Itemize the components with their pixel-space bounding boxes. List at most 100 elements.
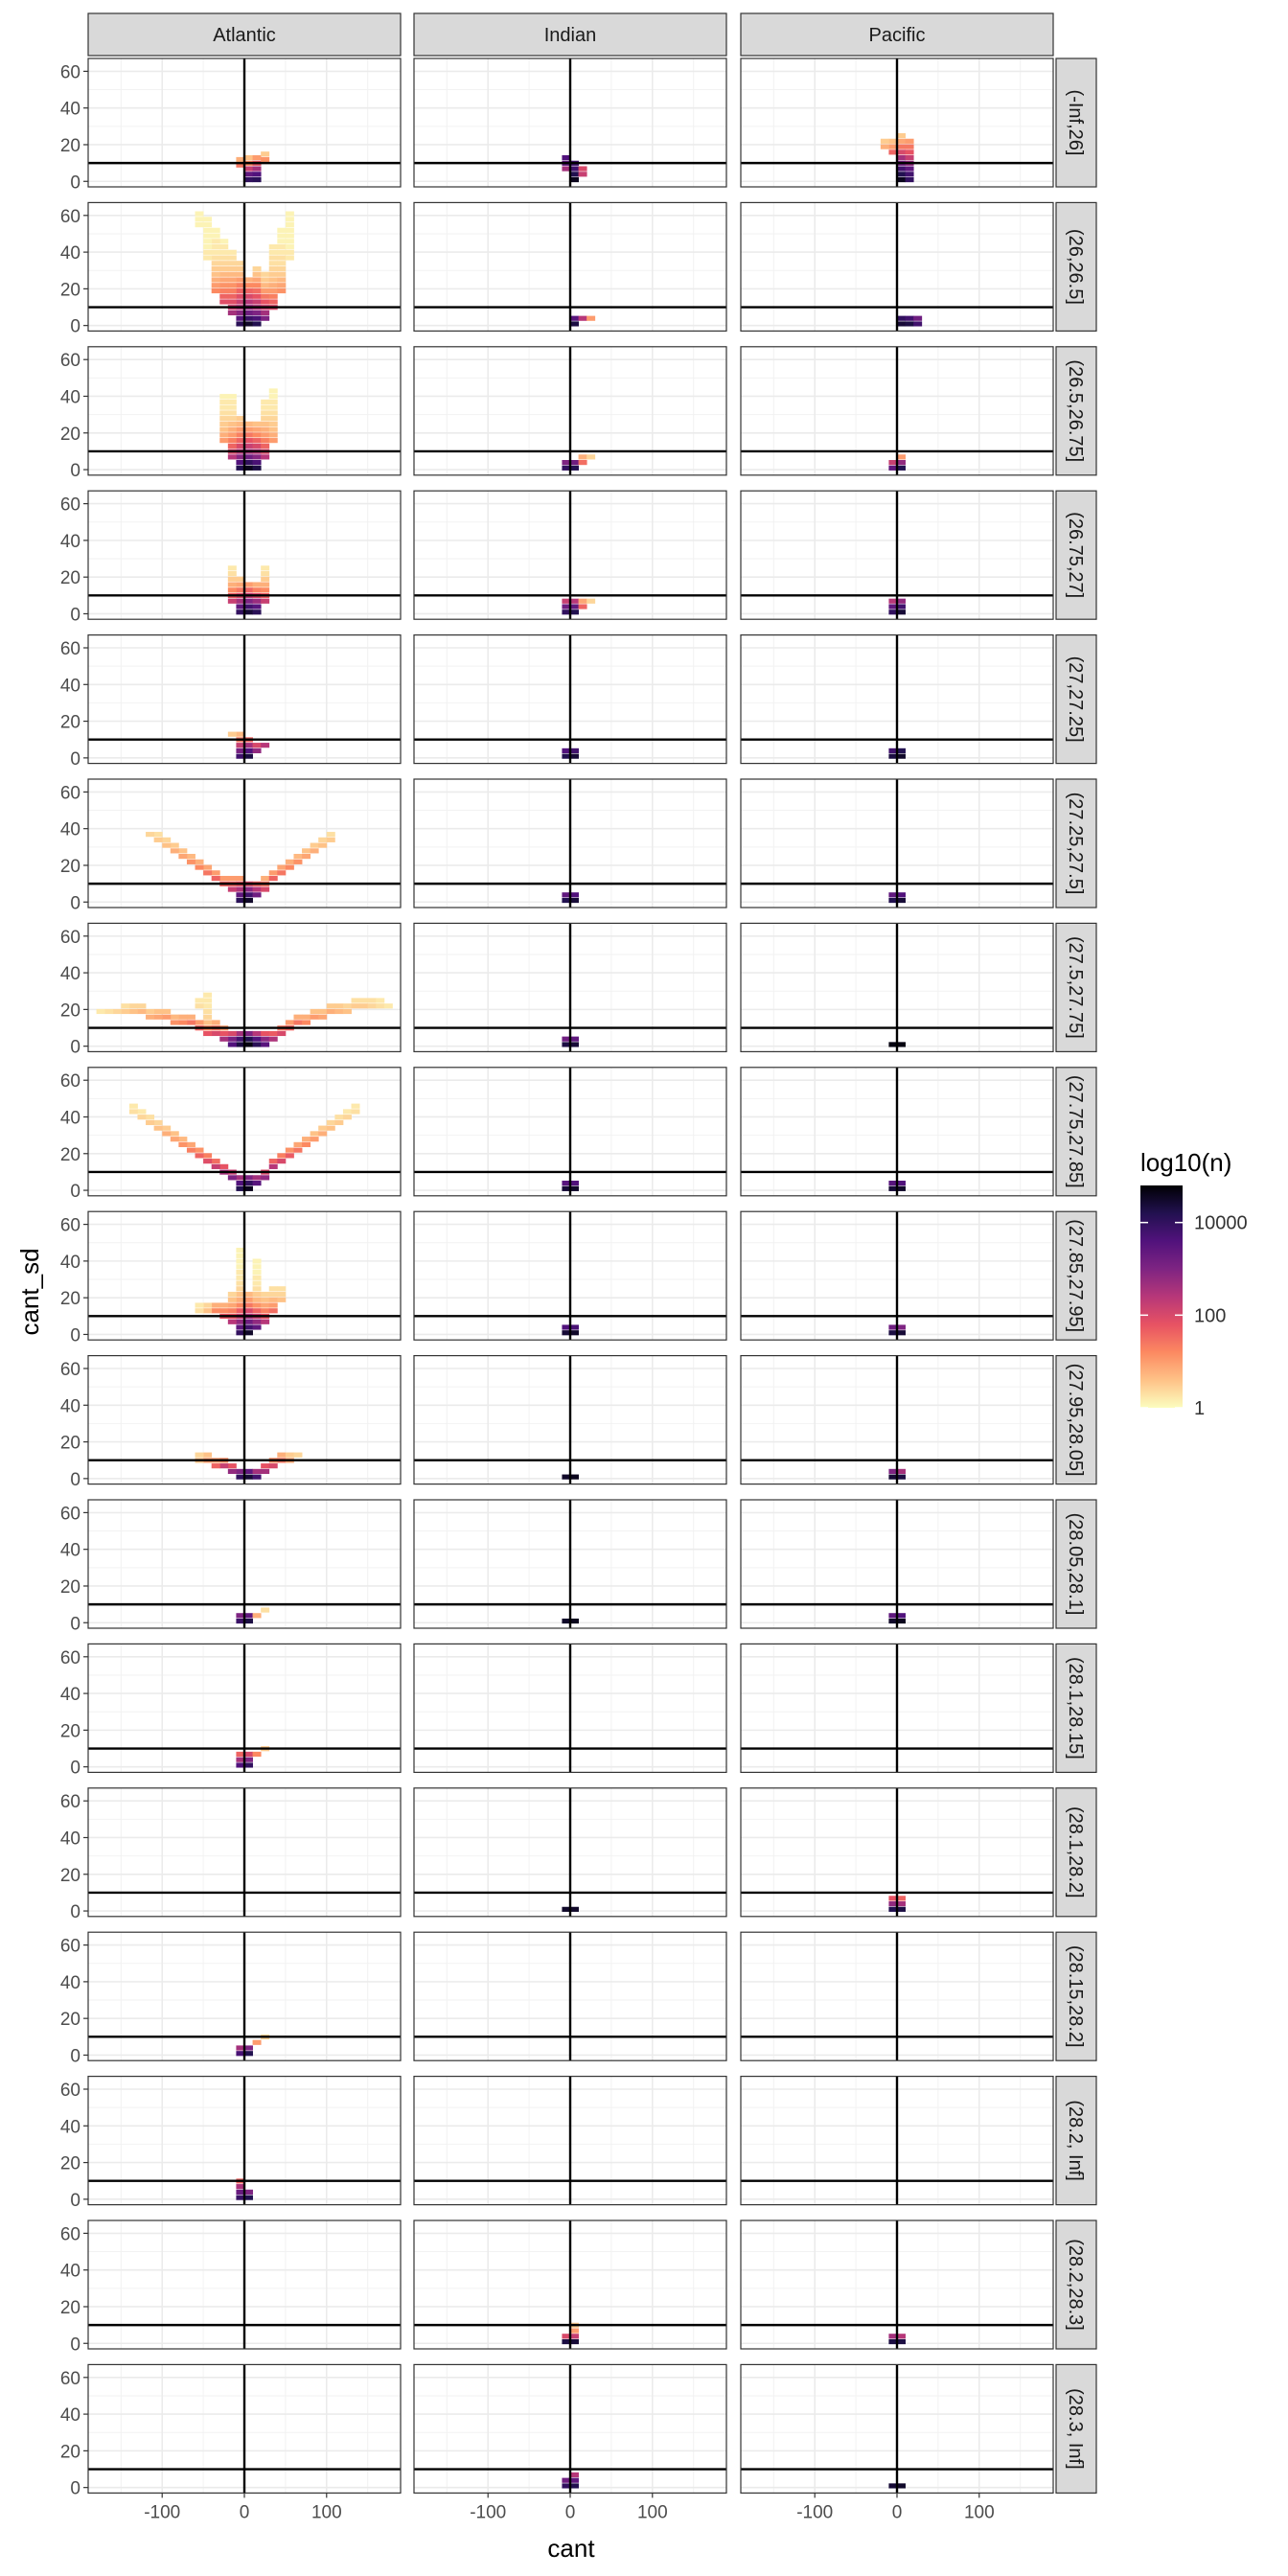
row-strip-label: (28.2,28.3] — [1065, 2239, 1086, 2331]
heatmap-cell — [570, 2483, 579, 2489]
heatmap-cell — [236, 1297, 245, 1302]
heatmap-cell — [244, 293, 253, 299]
heatmap-cell — [252, 604, 262, 610]
heatmap-cell — [236, 293, 245, 299]
heatmap-cell — [888, 1468, 898, 1474]
heatmap-cell — [219, 1163, 229, 1169]
heatmap-cell — [252, 1175, 262, 1181]
y-tick-label: 60 — [60, 1648, 80, 1668]
heatmap-cell — [277, 1153, 287, 1159]
heatmap-cell — [236, 576, 245, 582]
heatmap-cell — [203, 1003, 213, 1009]
heatmap-cell — [888, 460, 898, 466]
heatmap-cell — [268, 1297, 278, 1302]
legend-break-label: 10000 — [1194, 1213, 1248, 1234]
heatmap-cell — [888, 604, 898, 610]
heatmap-cell — [562, 1324, 571, 1330]
heatmap-cell — [261, 582, 270, 587]
heatmap-cell — [219, 404, 229, 410]
heatmap-cell — [236, 416, 245, 422]
heatmap-cell — [570, 604, 579, 610]
heatmap-cell — [285, 249, 294, 255]
heatmap-cell — [285, 859, 294, 864]
heatmap-cell — [244, 176, 253, 183]
heatmap-cell — [227, 426, 237, 432]
heatmap-cell — [236, 1175, 245, 1181]
heatmap-cell — [261, 438, 270, 444]
heatmap-cell — [570, 1906, 579, 1912]
heatmap-cell — [236, 277, 245, 283]
heatmap-cell — [252, 1474, 262, 1480]
heatmap-cell — [888, 1324, 898, 1330]
heatmap-cell — [293, 854, 303, 860]
heatmap-cell — [236, 443, 245, 448]
heatmap-cell — [227, 249, 237, 255]
heatmap-cell — [244, 1308, 253, 1314]
facet-panel — [413, 922, 727, 1053]
heatmap-cell — [261, 1463, 270, 1469]
heatmap-cell — [261, 1319, 270, 1324]
heatmap-cell — [586, 315, 596, 321]
heatmap-cell — [186, 1014, 196, 1020]
heatmap-cell — [252, 892, 262, 898]
heatmap-cell — [203, 1452, 213, 1458]
heatmap-cell — [236, 610, 245, 615]
heatmap-cell — [252, 1036, 262, 1042]
heatmap-cell — [244, 277, 253, 283]
heatmap-cell — [897, 315, 906, 321]
y-tick-label: 20 — [60, 713, 80, 733]
heatmap-cell — [236, 465, 245, 471]
heatmap-cell — [178, 1014, 188, 1020]
y-tick-label: 0 — [70, 749, 80, 770]
heatmap-cell — [252, 421, 262, 426]
heatmap-cell — [178, 854, 188, 860]
heatmap-cell — [236, 1275, 245, 1280]
row-strip-label: (28.2, Inf] — [1065, 2100, 1086, 2181]
heatmap-cell — [252, 166, 262, 172]
facet-panel — [740, 2220, 1054, 2350]
y-tick-label: 20 — [60, 568, 80, 588]
heatmap-cell — [562, 753, 571, 759]
heatmap-cell — [570, 610, 579, 615]
heatmap-cell — [334, 1115, 344, 1120]
heatmap-cell — [562, 2477, 571, 2483]
heatmap-cell — [128, 1008, 138, 1015]
heatmap-cell — [203, 1030, 213, 1037]
heatmap-cell — [888, 1896, 898, 1901]
heatmap-cell — [236, 1269, 245, 1276]
heatmap-cell — [277, 870, 287, 876]
heatmap-cell — [261, 416, 270, 422]
heatmap-cell — [252, 2039, 262, 2045]
heatmap-cell — [236, 265, 245, 272]
heatmap-cell — [252, 321, 262, 327]
heatmap-cell — [277, 288, 287, 294]
heatmap-cell — [195, 998, 204, 1003]
facet-panel — [413, 201, 727, 332]
heatmap-cell — [203, 217, 213, 222]
heatmap-cell — [897, 133, 906, 139]
heatmap-cell — [578, 598, 587, 604]
heatmap-cell — [268, 410, 278, 416]
facet-panel — [87, 2363, 402, 2494]
heatmap-cell — [277, 1286, 287, 1292]
heatmap-cell — [236, 426, 245, 432]
heatmap-cell — [236, 1308, 245, 1314]
heatmap-cell — [285, 217, 294, 222]
heatmap-cell — [888, 1474, 898, 1480]
heatmap-cell — [261, 271, 270, 277]
heatmap-cell — [261, 1291, 270, 1298]
heatmap-cell — [244, 1751, 253, 1758]
y-tick-label: 0 — [70, 1902, 80, 1922]
y-tick-label: 60 — [60, 2081, 80, 2101]
heatmap-cell — [227, 731, 237, 737]
heatmap-cell — [252, 1275, 262, 1280]
heatmap-cell — [236, 1474, 245, 1480]
heatmap-cell — [905, 321, 914, 327]
column-strip: Pacific — [740, 12, 1054, 57]
heatmap-cell — [342, 1115, 352, 1120]
facet-panel — [87, 1210, 402, 1341]
heatmap-cell — [236, 1302, 245, 1308]
heatmap-cell — [244, 310, 253, 316]
heatmap-cell — [562, 897, 571, 904]
heatmap-cell — [244, 743, 253, 748]
